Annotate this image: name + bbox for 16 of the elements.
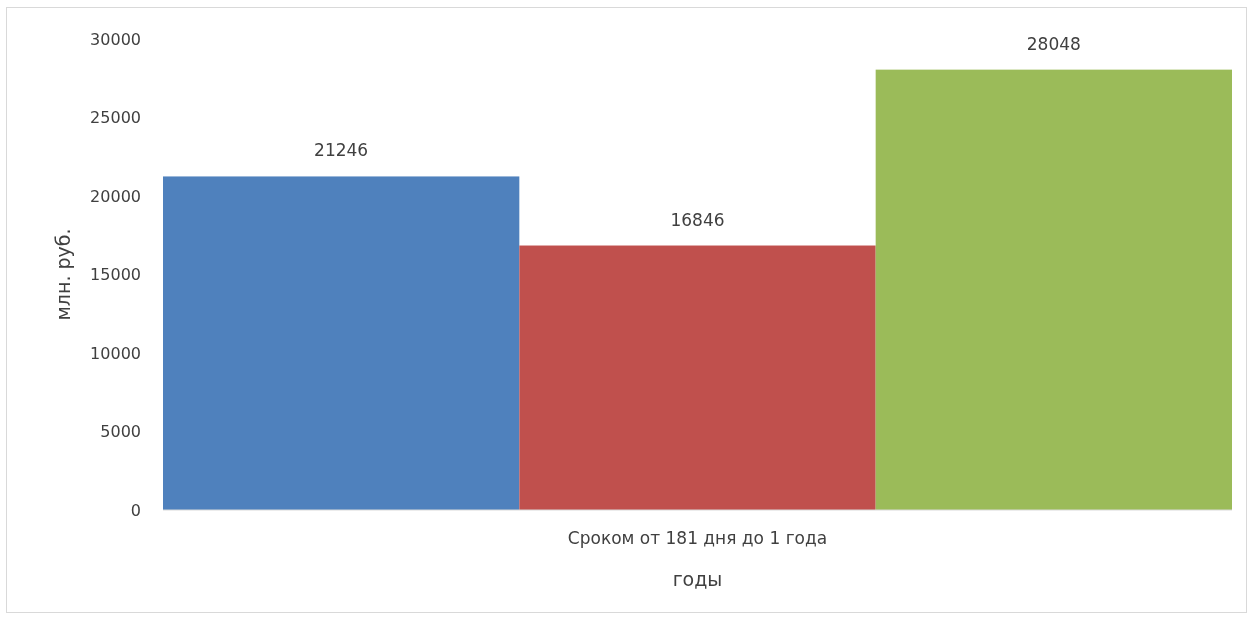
y-tick-label: 25000 xyxy=(90,108,141,128)
bar xyxy=(519,245,876,510)
y-tick-label: 20000 xyxy=(90,186,141,206)
data-label: 21246 xyxy=(314,140,369,161)
bar xyxy=(875,69,1232,510)
y-tick-label: 30000 xyxy=(90,29,141,49)
y-tick-label: 15000 xyxy=(90,265,141,285)
x-tick-label: Сроком от 181 дня до 1 года xyxy=(567,528,828,549)
x-axis-title: годы xyxy=(672,568,723,590)
data-label: 28048 xyxy=(1026,33,1081,54)
y-axis-title: млн. руб. xyxy=(52,228,74,321)
y-tick-label: 0 xyxy=(130,500,141,520)
y-tick-label: 10000 xyxy=(90,343,141,363)
bar xyxy=(163,176,520,510)
y-tick-label: 5000 xyxy=(100,422,141,442)
data-label: 16846 xyxy=(670,209,725,230)
